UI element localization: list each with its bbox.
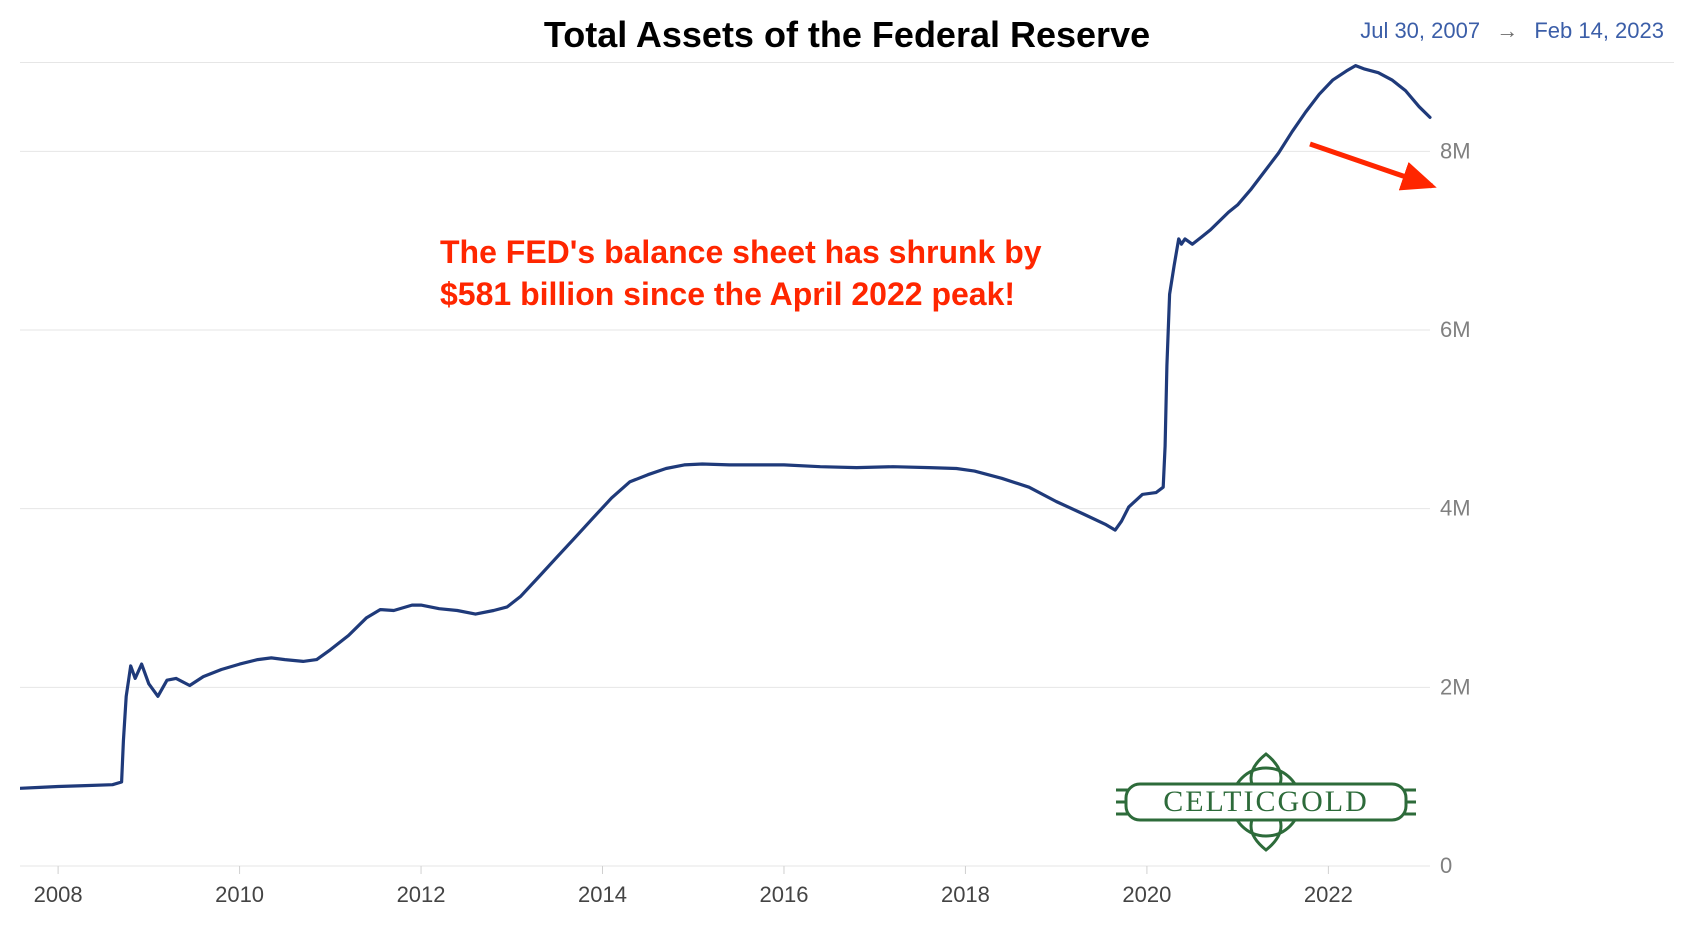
chart-container: { "title": { "text": "Total Assets of th…	[0, 0, 1694, 952]
x-tick-label: 2020	[1122, 882, 1171, 907]
x-tick-label: 2016	[760, 882, 809, 907]
x-tick-label: 2010	[215, 882, 264, 907]
y-tick-label: 8M	[1440, 138, 1471, 163]
x-tick-label: 2012	[397, 882, 446, 907]
date-range[interactable]: Jul 30, 2007 → Feb 14, 2023	[1360, 18, 1664, 44]
line-chart-svg: 0 2M 4M 6M 8M 2008 2010 2012 2014 2016 2018 2020 202…	[20, 62, 1674, 922]
annotation-line1: The FED's balance sheet has shrunk by	[440, 234, 1042, 270]
x-tick-label: 2018	[941, 882, 990, 907]
series-line	[20, 66, 1430, 789]
y-tick-label: 4M	[1440, 496, 1471, 521]
chart-plot-area[interactable]: 0 2M 4M 6M 8M 2008 2010 2012 2014 2016 2018 2020 202…	[20, 62, 1674, 922]
y-tick-label: 2M	[1440, 674, 1471, 699]
x-tick-label: 2022	[1304, 882, 1353, 907]
arrow-right-icon: →	[1486, 18, 1528, 43]
annotation-text: The FED's balance sheet has shrunk by $5…	[440, 232, 1042, 315]
annotation-line2: $581 billion since the April 2022 peak!	[440, 276, 1015, 312]
annotation-arrow	[1310, 144, 1432, 186]
y-tick-label: 6M	[1440, 317, 1471, 342]
date-range-start[interactable]: Jul 30, 2007	[1360, 18, 1480, 43]
y-tick-label: 0	[1440, 853, 1452, 878]
x-tick-label: 2008	[34, 882, 83, 907]
x-tick-label: 2014	[578, 882, 627, 907]
date-range-end[interactable]: Feb 14, 2023	[1534, 18, 1664, 43]
